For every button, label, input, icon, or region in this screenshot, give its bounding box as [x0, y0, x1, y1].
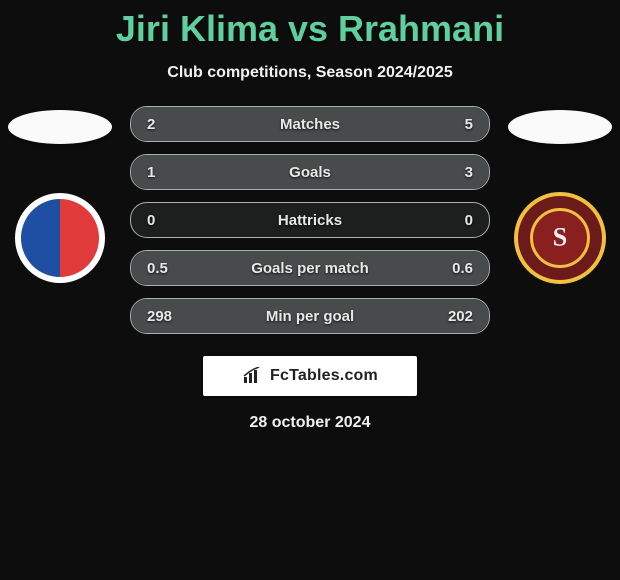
- page-subtitle: Club competitions, Season 2024/2025: [0, 64, 620, 82]
- stat-label: Goals per match: [217, 260, 403, 277]
- brand-box: FcTables.com: [203, 356, 417, 396]
- stat-row: 298Min per goal202: [130, 298, 490, 334]
- stat-value-right: 202: [403, 308, 489, 325]
- stat-label: Min per goal: [217, 308, 403, 325]
- stat-value-left: 0: [131, 212, 217, 229]
- player-left-photo: [8, 110, 112, 144]
- comparison-layout: 2Matches5 1Goals3 0Hattricks0 0.5Goals per …: [0, 106, 620, 334]
- stat-label: Matches: [217, 116, 403, 133]
- stat-label: Hattricks: [217, 212, 403, 229]
- stat-value-left: 298: [131, 308, 217, 325]
- player-right-photo: [508, 110, 612, 144]
- stat-row: 0.5Goals per match0.6: [130, 250, 490, 286]
- stat-value-right: 0: [403, 212, 489, 229]
- stat-value-left: 1: [131, 164, 217, 181]
- stat-value-right: 3: [403, 164, 489, 181]
- stat-value-right: 0.6: [403, 260, 489, 277]
- stat-value-left: 2: [131, 116, 217, 133]
- brand-chart-icon: [242, 367, 264, 385]
- stat-row: 2Matches5: [130, 106, 490, 142]
- player-right-column: [500, 106, 620, 284]
- date-stamp: 28 october 2024: [0, 414, 620, 432]
- page-title: Jiri Klima vs Rrahmani: [0, 8, 620, 50]
- club-badge-right: [514, 192, 606, 284]
- club-badge-left: [14, 192, 106, 284]
- stat-row: 0Hattricks0: [130, 202, 490, 238]
- stat-value-left: 0.5: [131, 260, 217, 277]
- stat-value-right: 5: [403, 116, 489, 133]
- player-left-column: [0, 106, 120, 284]
- stat-rows: 2Matches5 1Goals3 0Hattricks0 0.5Goals per …: [130, 106, 490, 334]
- brand-text: FcTables.com: [270, 367, 378, 385]
- stat-row: 1Goals3: [130, 154, 490, 190]
- stat-label: Goals: [217, 164, 403, 181]
